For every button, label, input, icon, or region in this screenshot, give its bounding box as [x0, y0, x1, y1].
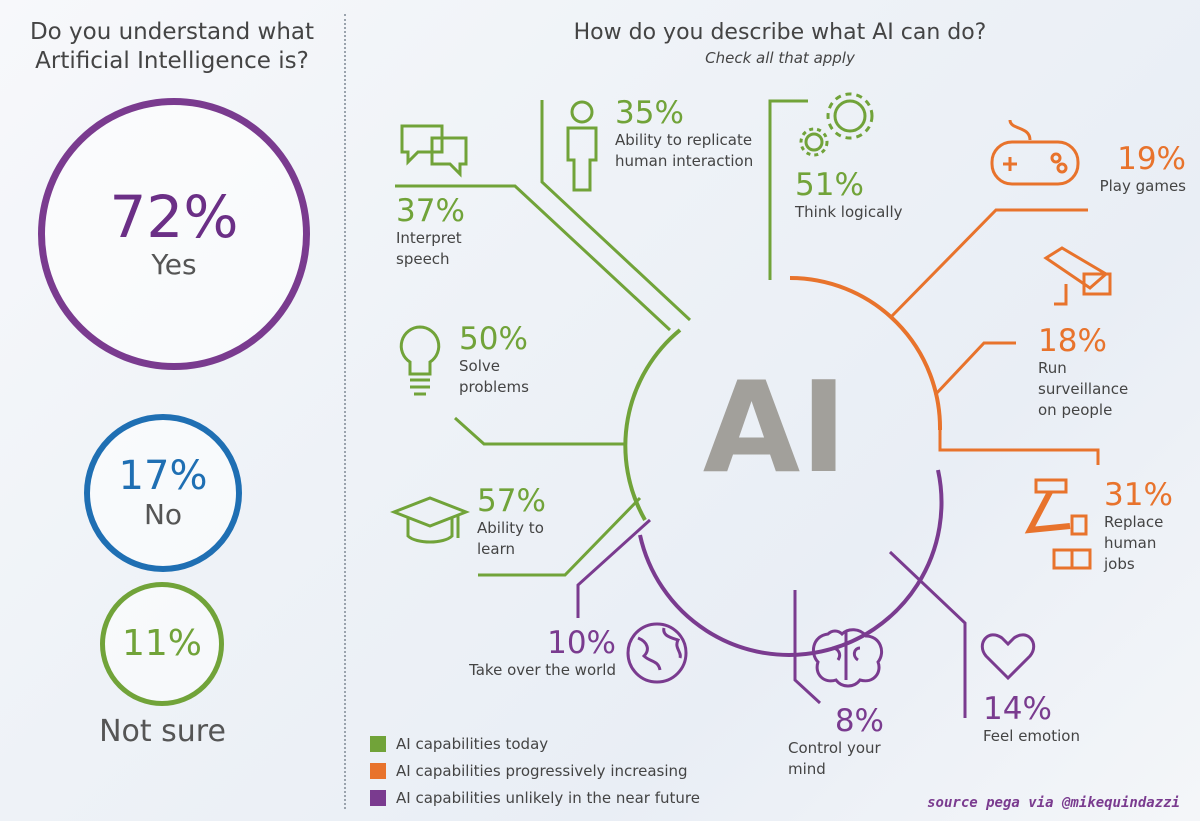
connector-play-games [888, 208, 1088, 320]
surveillance-camera-icon [1043, 246, 1112, 306]
item-surveillance: 18% Run surveillance on people [1038, 324, 1134, 421]
no-label: No [143, 498, 183, 531]
brain-icon [811, 628, 883, 688]
item-label: Play games [1099, 177, 1186, 195]
connector-solve-problems [453, 416, 625, 446]
hub-arc-purple [638, 469, 944, 657]
globe-icon [626, 622, 688, 684]
item-pct: 18% [1038, 323, 1107, 359]
item-label: Think logically [795, 203, 903, 221]
source-credit: source pega via @mikequindazzi [927, 795, 1180, 811]
left-question: Do you understand what Artificial Intell… [29, 19, 315, 74]
item-replace-jobs: 31% Replace human jobs [1104, 478, 1174, 575]
item-pct: 57% [477, 483, 546, 519]
yes-label: Yes [151, 248, 197, 281]
legend-item-unlikely: AI capabilities unlikely in the near fut… [370, 784, 700, 811]
right-question: How do you describe what AI can do? [573, 20, 987, 45]
connector-replace-jobs [938, 430, 1100, 465]
speech-bubbles-icon [400, 124, 468, 178]
item-pct: 19% [1117, 141, 1186, 177]
item-label: Solve problems [459, 357, 529, 396]
item-pct: 14% [983, 691, 1052, 727]
center-ai-label: AI [702, 354, 848, 501]
gears-icon [799, 92, 874, 157]
item-pct: 51% [795, 167, 864, 203]
item-control-mind: 8% Control your mind [788, 704, 884, 780]
graduation-cap-icon [390, 496, 470, 544]
item-solve-problems: 50% Solve problems [459, 322, 539, 398]
item-pct: 37% [396, 193, 465, 229]
item-pct: 8% [834, 703, 884, 739]
heart-icon [980, 633, 1036, 681]
not-sure-label: Not sure [99, 714, 226, 749]
robot-arm-icon [1024, 478, 1092, 570]
not-sure-circle: 11% [100, 582, 224, 706]
item-pct: 50% [459, 321, 528, 357]
item-label: Ability to replicate human interaction [615, 131, 754, 170]
game-controller-icon [990, 119, 1080, 186]
item-interpret-speech: 37% Interpret speech [396, 194, 476, 270]
item-pct: 10% [547, 625, 616, 661]
item-pct: 31% [1104, 477, 1173, 513]
item-label: Feel emotion [983, 727, 1080, 745]
legend-swatch-green [370, 735, 386, 752]
legend-swatch-orange [370, 762, 386, 779]
item-label: Replace human jobs [1104, 513, 1164, 573]
yes-circle: 72% Yes [38, 98, 310, 370]
not-sure-pct: 11% [121, 623, 202, 664]
item-label: Take over the world [469, 661, 616, 679]
legend-label: AI capabilities unlikely in the near fut… [396, 788, 700, 807]
right-subtitle: Check all that apply [705, 49, 855, 67]
item-pct: 35% [615, 95, 684, 131]
connector-replicate-interaction [540, 100, 692, 322]
legend-swatch-purple [370, 789, 386, 806]
legend-label: AI capabilities progressively increasing [396, 761, 688, 780]
connector-interpret-speech [395, 184, 672, 332]
legend-item-increasing: AI capabilities progressively increasing [370, 757, 700, 784]
item-take-over: 10% Take over the world [460, 626, 616, 681]
item-replicate-interaction: 35% Ability to replicate human interacti… [615, 96, 775, 172]
yes-pct: 72% [109, 183, 239, 251]
connector-take-over [576, 518, 652, 618]
item-label: Ability to learn [477, 519, 544, 558]
no-circle: 17% No [84, 414, 242, 572]
connector-surveillance [933, 341, 1016, 397]
connector-learn [478, 496, 642, 577]
hub-arc-green [623, 328, 682, 521]
item-label: Interpret speech [396, 229, 462, 268]
hub-arc-orange [789, 276, 943, 431]
legend: AI capabilities today AI capabilities pr… [370, 730, 700, 811]
legend-label: AI capabilities today [396, 734, 549, 753]
connector-think-logically [768, 99, 808, 280]
item-label: Run surveillance on people [1038, 359, 1129, 419]
person-icon [566, 100, 598, 192]
item-feel-emotion: 14% Feel emotion [983, 692, 1093, 747]
connector-emotion [888, 550, 967, 718]
connector-mind [793, 590, 822, 705]
panel-divider [344, 14, 346, 809]
legend-item-today: AI capabilities today [370, 730, 700, 757]
lightbulb-icon [399, 325, 441, 396]
item-play-games: 19% Play games [1086, 142, 1186, 197]
item-think-logically: 51% Think logically [795, 168, 955, 223]
item-label: Control your mind [788, 739, 881, 778]
item-learn: 57% Ability to learn [477, 484, 557, 560]
no-pct: 17% [118, 453, 208, 499]
